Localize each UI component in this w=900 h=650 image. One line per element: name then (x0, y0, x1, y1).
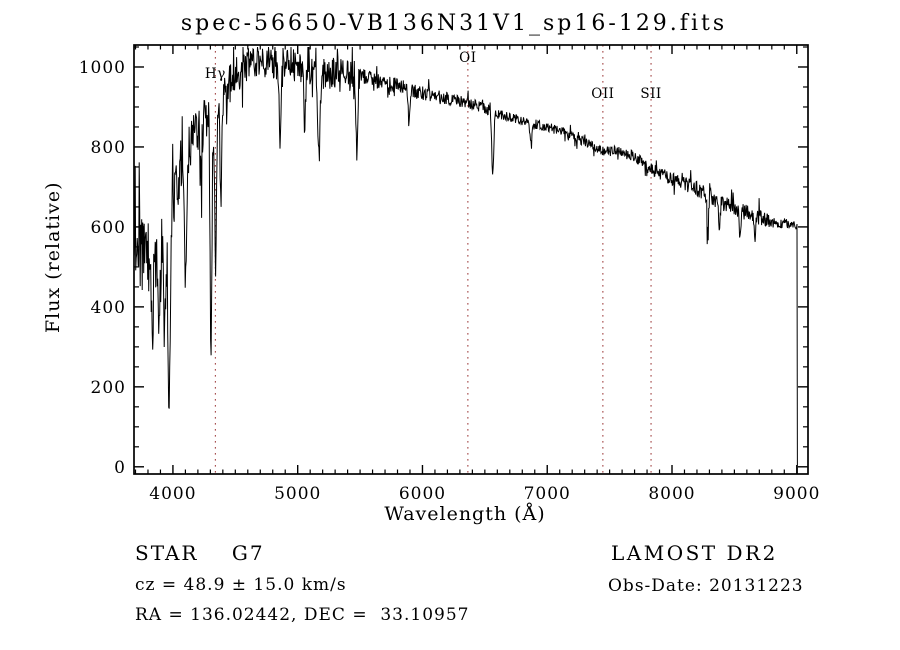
marker-label-oii: OII (591, 86, 614, 102)
spectrum-line (133, 46, 798, 475)
x-axis-label: Wavelength (Å) (384, 503, 546, 525)
survey-release-text: LAMOST DR2 (611, 541, 778, 565)
axes-frame (133, 44, 809, 475)
ra-dec-text: RA = 136.02442, DEC = 33.10957 (135, 605, 470, 625)
obs-date-text: Obs-Date: 20131223 (608, 576, 804, 596)
y-tick-label: 0 (114, 458, 126, 478)
x-tick-label: 5000 (274, 484, 321, 504)
classification-text: STAR G7 (135, 541, 265, 565)
x-tick-label: 6000 (399, 484, 446, 504)
plot-title: spec-56650-VB136N31V1_sp16-129.fits (180, 11, 728, 36)
marker-label-hγ: Hγ (205, 66, 226, 82)
marker-label-oi: OI (459, 50, 476, 66)
y-tick-label: 400 (91, 298, 126, 318)
y-tick-label: 200 (91, 378, 126, 398)
marker-label-sii: SII (640, 86, 661, 102)
x-tick-label: 8000 (648, 484, 695, 504)
x-tick-label: 4000 (149, 484, 196, 504)
x-tick-label: 9000 (773, 484, 820, 504)
y-tick-label: 800 (91, 138, 126, 158)
y-tick-label: 600 (91, 218, 126, 238)
x-tick-label: 7000 (524, 484, 571, 504)
y-axis-label: Flux (relative) (42, 181, 64, 334)
radial-velocity-text: cz = 48.9 ± 15.0 km/s (135, 575, 347, 595)
y-tick-label: 1000 (79, 58, 126, 78)
